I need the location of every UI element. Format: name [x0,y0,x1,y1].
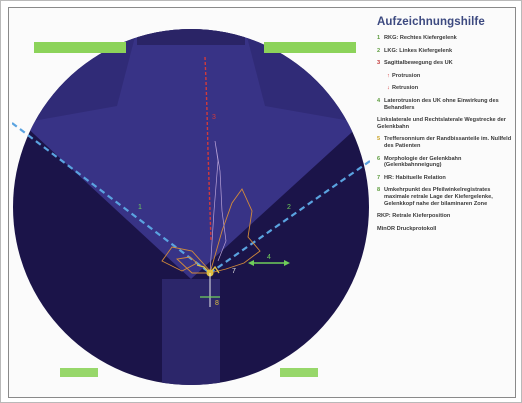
legend-item: 2 LKG: Linkes Kiefergelenk [377,48,515,55]
legend-item: 4 Laterotrusion des UK ohne Einwirkung de… [377,98,515,111]
legend-text: Treffersonnium der Randbissanteile im. N… [384,136,512,149]
legend-text: RKG: Rechtes Kiefergelenk [384,35,457,41]
arrow-down-icon: ↓ [387,85,390,92]
top-right-badge [264,42,356,53]
legend-number: 5 [377,136,381,143]
legend-number: 8 [377,187,381,194]
bottom-right-badge [280,368,318,377]
center-notch [137,29,245,45]
legend-number: 6 [377,155,381,162]
vertical-tangled-trace [209,140,227,274]
legend-text: MinOR Druckprotokoll [377,225,437,232]
lower-band [162,279,220,385]
legend-text: Umkehrpunkt des Pfeilwinkelregistrates m… [384,187,493,207]
legend-item: 3 Sagittalbewegung des UK [377,60,515,67]
legend-item: 6 Morphologie der Gelenkbahn (Gelenkbahnn… [377,156,515,169]
registration-card: 1 2 3 7 4 8 Aufzeichnungshilfe 1 RKG: Rec… [8,7,516,398]
left-tangled-trace [161,246,211,274]
top-left-badge [34,42,126,53]
tracing-chart-svg: 1 2 3 7 4 8 [11,29,371,385]
legend-text: LKG: Linkes Kiefergelenk [384,47,453,54]
legend-text: Laterotrusion des UK ohne Einwirkung des… [384,97,499,111]
legend-text: Retrusion [392,85,419,92]
legend-item: RKP: Retrale Kieferposition [377,213,515,220]
legend-number: 7 [377,174,381,181]
legend-number: 3 [377,60,381,67]
legend-item: Linkslaterale und Rechtslaterale Wegstre… [377,117,515,130]
label-center-bottom: 7 [232,268,236,275]
legend-list: 1 RKG: Rechtes Kiefergelenk 2 LKG: Linkes K… [377,35,515,232]
right-arrowhead [284,260,290,266]
legend-item: MinOR Druckprotokoll [377,226,515,233]
label-left: 1 [138,204,142,211]
legend-item: 1 RKG: Rechtes Kiefergelenk [377,35,515,42]
legend-title: Aufzeichnungshilfe [377,16,485,28]
legend-text: Sagittalbewegung des UK [384,60,453,67]
bottom-left-badge [60,368,98,377]
legend-item: 7 HR: Habituelle Relation [377,175,515,182]
left-arrowhead [248,260,254,266]
legend-item: 8 Umkehrpunkt des Pfeilwinkelregistrates … [377,187,515,207]
legend-text: Protrusion [392,72,421,79]
legend-number: 1 [377,35,381,41]
arrow-up-icon: ↑ [387,72,390,79]
legend-text: Linkslaterale und Rechtslaterale Wegstre… [377,117,506,130]
legend-item: 5 Treffersonnium der Randbissanteile im. … [377,136,515,149]
legend-text: HR: Habituelle Relation [384,174,446,181]
label-center-top: 3 [212,114,216,121]
legend-number: 2 [377,47,381,54]
legend-item: ↑ Protrusion [387,73,515,80]
label-right-lower: 4 [267,254,271,261]
legend-panel: Aufzeichnungshilfe 1 RKG: Rechtes Kieferg… [377,16,515,388]
legend-text: Morphologie der Gelenkbahn (Gelenkbahnne… [384,155,462,169]
label-lower: 8 [215,300,219,307]
legend-number: 4 [377,97,381,104]
legend-item: ↓ Retrusion [387,85,515,92]
label-right: 2 [287,204,291,211]
tracing-chart: 1 2 3 7 4 8 [11,11,371,394]
right-dashed-line [209,160,371,274]
legend-text: RKP: Retrale Kieferposition [377,213,451,220]
left-dashed-line [11,122,211,274]
right-tangled-trace [209,188,261,274]
